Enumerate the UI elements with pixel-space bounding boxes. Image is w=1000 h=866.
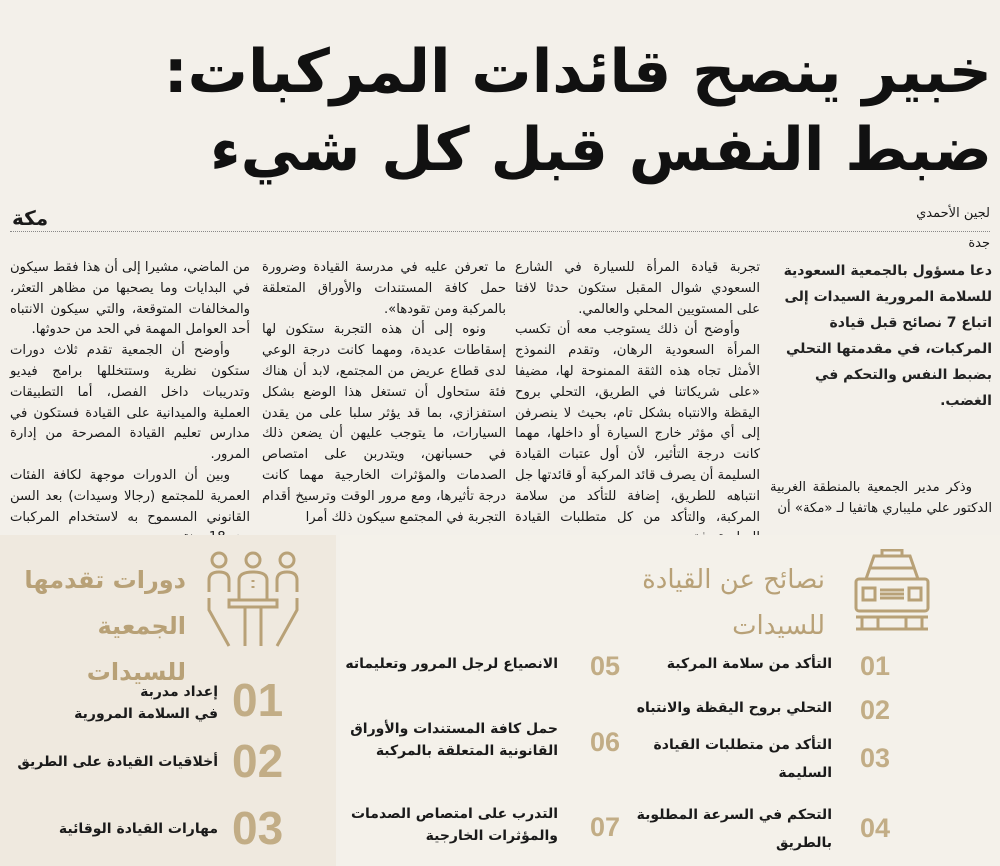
- item-text: بالطريق: [776, 835, 832, 851]
- item-number: 03: [232, 802, 284, 854]
- item-text: القانونية المتعلقة بالمركبة: [375, 743, 558, 759]
- title-line: الجمعية للسيدات: [86, 612, 186, 686]
- article-column-1: وذكر مدير الجمعية بالمنطقة الغربية الدكت…: [770, 478, 992, 520]
- article-column-3: ما تعرفن عليه في مدرسة القيادة وضرورة حم…: [262, 258, 506, 528]
- tip-item: التحكم في السرعة المطلوبة بالطريق: [637, 801, 832, 857]
- item-text: التدرب على امتصاص الصدمات: [350, 806, 558, 822]
- divider: [10, 231, 990, 232]
- item-number: 02: [232, 735, 284, 787]
- item-number: 07: [590, 812, 621, 842]
- meeting-table-icon: [207, 551, 299, 647]
- article-column-4: من الماضي، مشيرا إلى أن هذا فقط سيكون في…: [10, 258, 250, 549]
- headline-line-1: خبير ينصح قائدات المركبات:: [163, 37, 993, 107]
- title-line: للسيدات: [732, 611, 825, 641]
- tips-panel: نصائح عن القيادة للسيدات 01 التأكد من سل…: [340, 535, 1000, 866]
- item-text: التحكم في السرعة المطلوبة: [636, 807, 832, 823]
- paragraph: ما تعرفن عليه في مدرسة القيادة وضرورة حم…: [262, 260, 506, 317]
- dateline-city: جدة: [968, 236, 990, 251]
- tip-item: التأكد من متطلبات القيادة السليمة: [654, 731, 832, 787]
- item-text: إعداد مدربة: [140, 684, 218, 700]
- tip-item: التأكد من سلامة المركبة: [666, 656, 832, 672]
- headline-line-2: ضبط النفس قبل كل شيء: [209, 115, 993, 185]
- paragraph: وذكر مدير الجمعية بالمنطقة الغربية الدكت…: [770, 480, 992, 516]
- item-text: السليمة: [778, 765, 832, 781]
- item-number: 05: [590, 651, 621, 681]
- item-number: 04: [860, 813, 891, 843]
- tip-item: التدرب على امتصاص الصدمات والمؤثرات الخا…: [351, 803, 558, 847]
- course-item: أخلاقيات القيادة على الطريق: [17, 754, 218, 770]
- item-number: 01: [860, 651, 891, 681]
- title-line: دورات تقدمها: [24, 566, 186, 594]
- makkah-logo: مكة: [12, 206, 49, 230]
- course-item: مهارات القيادة الوقائية: [58, 821, 218, 837]
- item-text: والمؤثرات الخارجية: [425, 828, 558, 844]
- item-text: التأكد من متطلبات القيادة: [653, 737, 832, 753]
- tip-item: الانصياع لرجل المرور وتعليماته: [345, 656, 558, 672]
- course-item: إعداد مدربة في السلامة المرورية: [74, 681, 218, 725]
- paragraph: وأوضح أن الجمعية تقدم ثلاث دورات ستكون ن…: [10, 343, 250, 463]
- byline-author: لجين الأحمدي: [916, 206, 990, 221]
- courses-title: دورات تقدمها الجمعية للسيدات: [0, 557, 186, 695]
- item-number: 06: [590, 727, 621, 757]
- item-number: 02: [860, 695, 891, 725]
- item-number: 01: [232, 674, 284, 726]
- item-text: في السلامة المرورية: [74, 706, 218, 722]
- paragraph: ونوه إلى أن هذه التجربة ستكون لها إسقاطا…: [262, 322, 506, 525]
- paragraph: من الماضي، مشيرا إلى أن هذا فقط سيكون في…: [10, 260, 250, 338]
- tips-title: نصائح عن القيادة للسيدات: [642, 557, 825, 649]
- tip-item: حمل كافة المستندات والأوراق القانونية ال…: [350, 718, 558, 762]
- article-column-2: تجربة قيادة المرأة للسيارة في الشارع الس…: [515, 258, 760, 549]
- paragraph: تجربة قيادة المرأة للسيارة في الشارع الس…: [515, 260, 760, 317]
- paragraph: وأوضح أن ذلك يستوجب معه أن تكسب المرأة ا…: [515, 322, 760, 545]
- title-line: نصائح عن القيادة: [642, 565, 825, 595]
- car-front-icon: [854, 549, 930, 631]
- courses-panel: دورات تقدمها الجمعية للسيدات 01 إعداد مد…: [0, 535, 336, 866]
- item-number: 03: [860, 743, 891, 773]
- article-intro: دعا مسؤول بالجمعية السعودية للسلامة المر…: [783, 263, 992, 409]
- item-text: حمل كافة المستندات والأوراق: [350, 721, 558, 737]
- tip-item: التحلي بروح اليقظة والانتباه: [636, 700, 832, 716]
